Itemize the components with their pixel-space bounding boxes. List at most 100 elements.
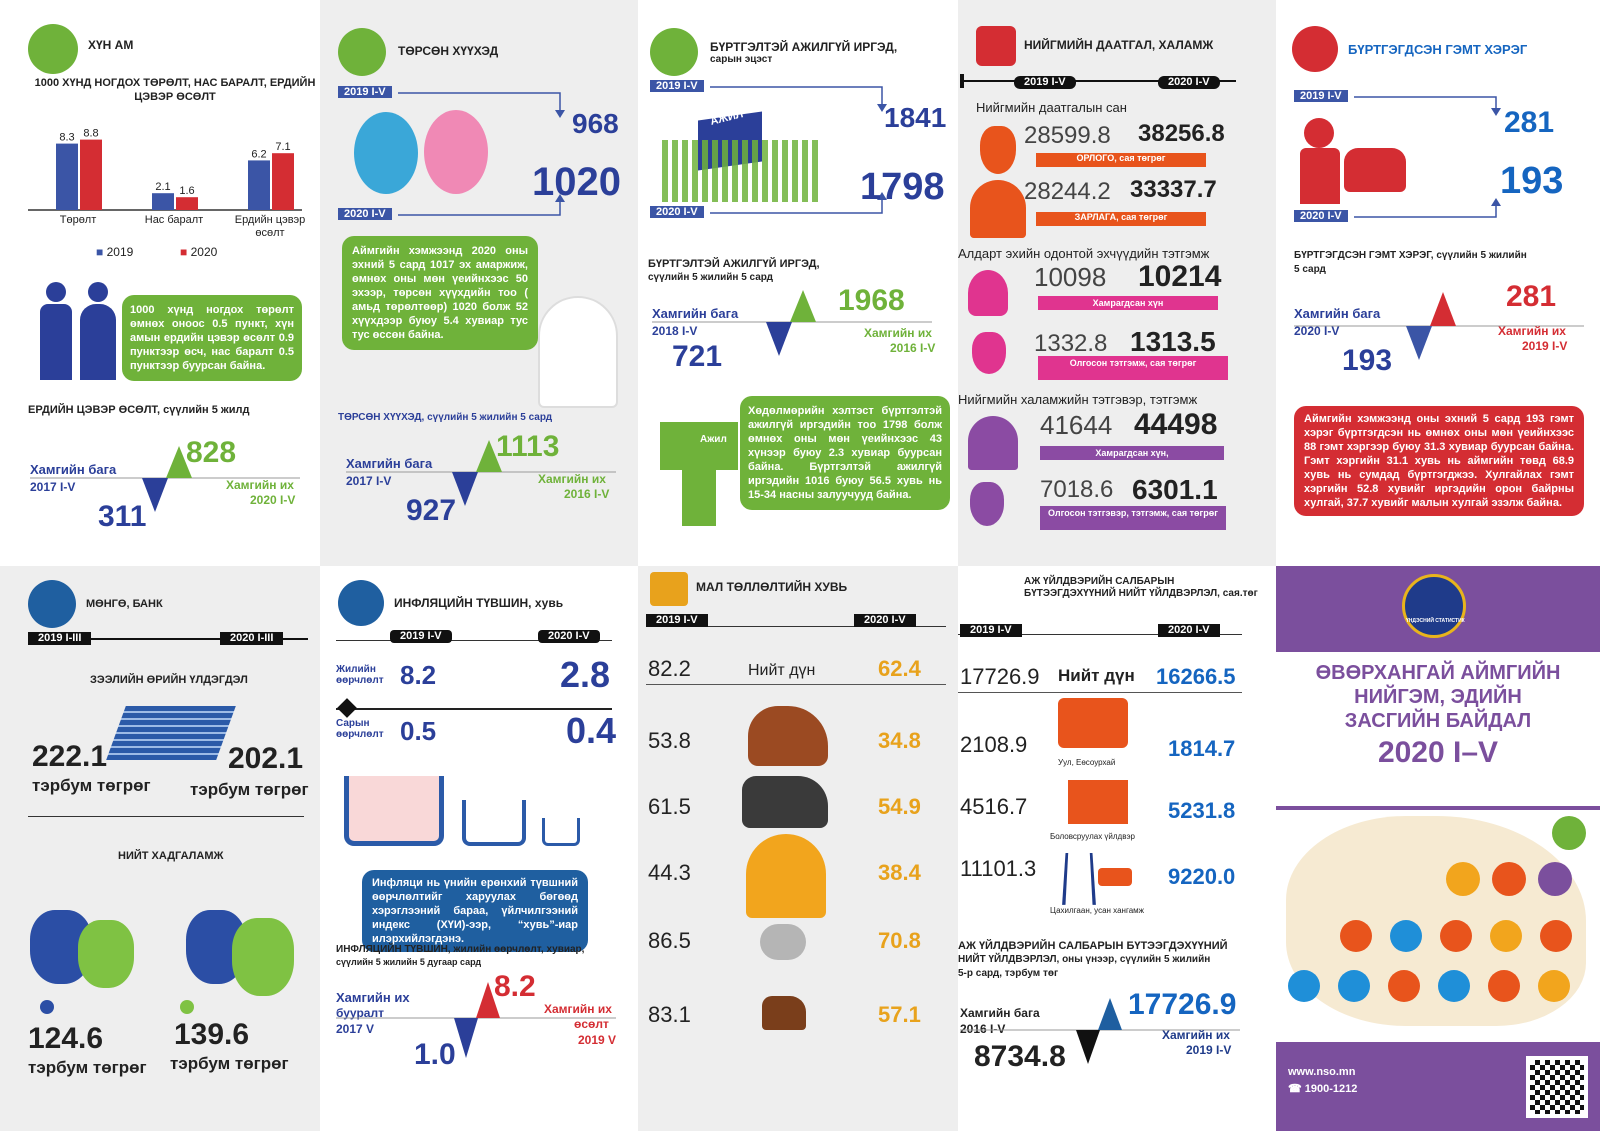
- start-arrow: [710, 86, 887, 112]
- start-value: 1841: [884, 102, 947, 133]
- loan-2020: 202.1: [228, 742, 304, 775]
- qr-code[interactable]: [1526, 1056, 1588, 1118]
- data-label: 7.1: [275, 141, 290, 153]
- trend-title-2: НИЙТ ҮЙЛДВЭРЛЭЛ, оны үнээр, сүүлийн 5 жи…: [958, 954, 1211, 965]
- trend-title: БҮРТГЭЛТЭЙ АЖИЛГҮЙ ИРГЭД,: [648, 258, 820, 270]
- max-period: 2019 V: [578, 1033, 617, 1047]
- loan-2019: 222.1: [32, 740, 108, 773]
- end-value: 193: [1500, 160, 1564, 202]
- panel-title: БҮРТГЭГДСЭН ГЭМТ ХЭРЭГ: [1348, 42, 1528, 57]
- savings-2020-unit: тэрбум төгрөг: [170, 1054, 289, 1073]
- welfare-covered-2020: 44498: [1134, 408, 1218, 441]
- panel-livestock: МАЛ ТӨЛЛӨЛТИЙН ХУВЬ 2019 I-V 2020 I-V 82…: [638, 566, 958, 1131]
- data-label: 8.8: [83, 128, 98, 140]
- category-label: өсөлт: [255, 227, 284, 239]
- legend-2019: ■ 2019: [96, 245, 134, 259]
- total-label: Нийт дүн: [748, 662, 816, 679]
- cattle-2019: 61.5: [648, 794, 691, 819]
- welfare-covered-2019: 41644: [1040, 410, 1113, 440]
- livestock-icon: [1540, 920, 1572, 952]
- purple-moneybag-icon: [970, 482, 1004, 526]
- total-2020: 16266.5: [1156, 664, 1236, 689]
- savings-title: НИЙТ ХАДГАЛАМЖ: [118, 850, 224, 862]
- max-label: Хамгийн их: [538, 472, 606, 486]
- expense-2020: 33337.7: [1130, 176, 1217, 203]
- trend-title: АЖ ҮЙЛДВЭРИЙН САЛБАРЫН БҮТЭЭГДЭХҮҮНИЙ: [958, 940, 1228, 952]
- min-period: 2020 I-V: [1294, 324, 1340, 338]
- trend-title: ТӨРСӨН ХҮҮХЭД, сүүлийн 5 жилийн 5 сард: [338, 412, 553, 423]
- start-value: 968: [572, 108, 619, 139]
- cover-title-3: ЗАСГИЙН БАЙДАЛ: [1344, 710, 1532, 732]
- moneybag-icon: [980, 126, 1016, 174]
- revenue-2020: 38256.8: [1138, 120, 1225, 147]
- utilities-label: Цахилгаан, усан хангамж: [1050, 906, 1145, 915]
- trend-title-2: 5 сард: [1294, 264, 1326, 275]
- category-label: Ердийн цэвэр: [235, 214, 306, 226]
- loan-title: ЗЭЭЛИЙН ӨРИЙН ҮЛДЭГДЭЛ: [90, 674, 248, 686]
- reader-icon: [660, 412, 738, 526]
- trend-arrows: [336, 982, 616, 1058]
- max-period: 2016 I-V: [890, 341, 936, 355]
- trend-arrows: [960, 998, 1240, 1064]
- bar-chart: 8.3 8.8 Төрөлт 2.1 1.6 Нас баралт 6.2 7.1 Ердийн…: [28, 128, 306, 239]
- loan-2020-unit: тэрбум төгрөг: [190, 780, 309, 799]
- population-note: 1000 хүнд ногдох төрөлт өмнөх оноос 0.5 …: [122, 295, 302, 381]
- horse-2020: 34.8: [878, 728, 921, 753]
- section-insurance-fund: Нийгмийн даатгалын сан: [976, 100, 1127, 115]
- end-value: 1020: [532, 160, 621, 204]
- excavator-icon: [1058, 698, 1128, 748]
- end-tag: 2020 I-V: [338, 208, 392, 220]
- goat-2019: 83.1: [648, 1002, 691, 1027]
- expense-label: ЗАРЛАГА, сая төгрөг: [1036, 212, 1206, 226]
- nso-seal-icon: [1402, 574, 1466, 638]
- shelter-icon: [976, 26, 1016, 66]
- cover-title-1: ӨВӨРХАНГАЙ АЙМГИЙН: [1315, 662, 1561, 684]
- doctor-icon: [538, 296, 618, 408]
- sheep-badge-icon: [650, 572, 688, 606]
- industry-icon: [1490, 920, 1522, 952]
- agriculture-icon: [1440, 920, 1472, 952]
- min-label: Хамгийн бага: [1294, 306, 1381, 321]
- mothers-paid-2019: 1332.8: [1034, 330, 1108, 357]
- money-icon: [1492, 862, 1526, 896]
- mothers-covered-label: Хамрагдсан хүн: [1038, 296, 1218, 310]
- inflation-note: Инфляци нь үнийн ерөнхий түвшний өөрчлөл…: [362, 870, 588, 952]
- camel-icon: [746, 834, 826, 918]
- bar: [56, 143, 78, 210]
- max-value: 1113: [496, 430, 560, 463]
- trend-arrows: [652, 290, 932, 356]
- min-period: 2017 V: [336, 1022, 375, 1036]
- panel-title: БҮРТГЭЛТЭЙ АЖИЛГҮЙ ИРГЭД,: [710, 40, 898, 54]
- min-period: 2017 I-V: [30, 480, 76, 494]
- min-label: Хамгийн бага: [960, 1006, 1040, 1020]
- start-arrow: [398, 92, 565, 118]
- transport-icon: [1438, 970, 1470, 1002]
- family-icon: [338, 28, 386, 76]
- start-value: 281: [1504, 106, 1555, 139]
- expense-2019: 28244.2: [1024, 178, 1111, 205]
- trend-arrows: [1294, 292, 1584, 360]
- loan-2019-unit: тэрбум төгрөг: [32, 776, 151, 795]
- cattle-icon: [742, 776, 828, 828]
- website-link[interactable]: www.nso.mn: [1288, 1066, 1356, 1078]
- max-label: Хамгийн их: [864, 326, 932, 340]
- newspaper-label: Ажил: [700, 434, 727, 445]
- monthly-label: Сарын өөрчлөлт: [336, 718, 384, 740]
- manufacturing-label: Боловсруулах үйлдвэр: [1050, 832, 1135, 841]
- start-tag: 2019 I-V: [650, 80, 704, 92]
- mongolia-map: [1286, 816, 1586, 1026]
- mothers-covered-2019: 10098: [1034, 262, 1107, 292]
- crime-note: Аймгийн хэмжээнд оны эхний 5 сард 193 гэ…: [1294, 406, 1584, 516]
- trend-title-3: 5-р сард, тэрбум төг: [958, 968, 1059, 979]
- min-period: 2018 I-V: [652, 324, 698, 338]
- savings-2019-unit: тэрбум төгрөг: [28, 1058, 147, 1077]
- welfare-family-icon: [968, 416, 1018, 470]
- scales-icon: [1292, 26, 1338, 72]
- total-2019: 82.2: [648, 656, 691, 681]
- year-2020: 2020 I-V: [854, 614, 916, 627]
- revenue-label: ОРЛОГО, сая төгрөг: [1036, 153, 1206, 167]
- category-label: Төрөлт: [60, 214, 97, 226]
- bar: [272, 153, 294, 210]
- max-value: 281: [1506, 280, 1557, 313]
